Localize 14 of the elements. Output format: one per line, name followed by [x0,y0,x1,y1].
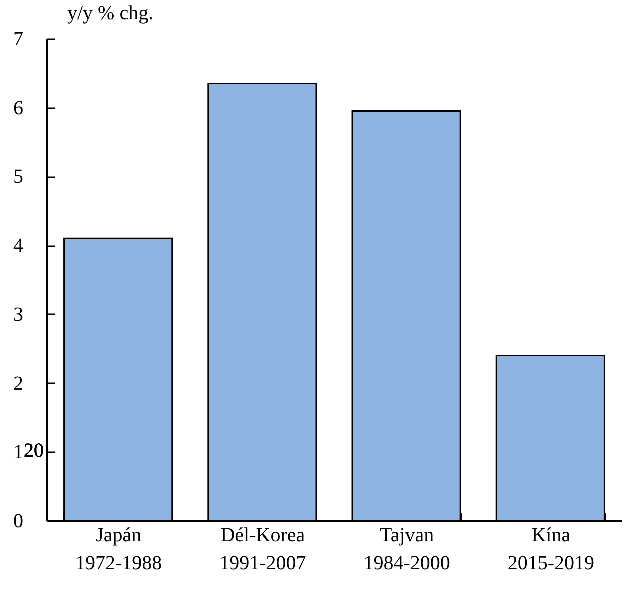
y-tick-label: 3 [14,304,24,326]
y-tick-label: 2 [14,372,24,395]
x-tick-label: Tajvan 1984-2000 [364,524,450,574]
text: 20 [24,440,44,462]
x-tick-label: Japán 1972-1988 [76,524,162,574]
x-tick-label: Dél-Korea 1991-2007 [220,524,306,574]
y-axis-title: y/y % chg. [68,2,154,24]
y-tick-label: 6 [14,97,24,120]
y-tick-label: 4 [14,235,24,258]
y-tick-label: 5 [14,166,24,188]
y-tick-label: 7 [14,28,24,50]
y-tick-label: 0 [14,510,24,532]
y-tick-label: 1 [14,442,24,464]
x-tick-label: Kína 2015-2019 [508,524,594,574]
